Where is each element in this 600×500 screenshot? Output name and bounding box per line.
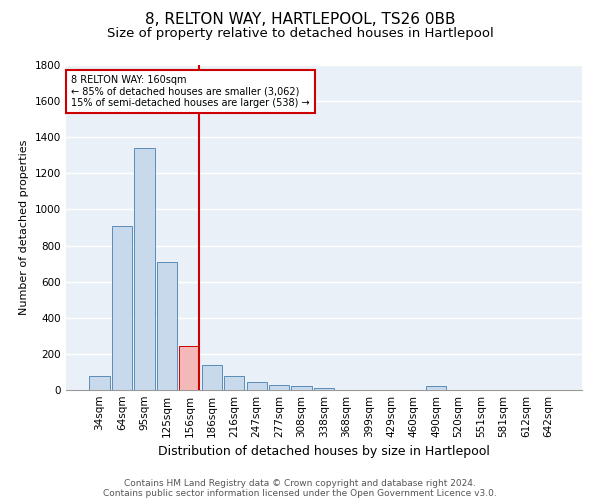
Bar (134, 148, 155, 390)
Bar (247, 382, 267, 390)
Text: 8 RELTON WAY: 160sqm
← 85% of detached houses are smaller (3,062)
15% of semi-de: 8 RELTON WAY: 160sqm ← 85% of detached h… (71, 74, 310, 108)
Text: Contains public sector information licensed under the Open Government Licence v3: Contains public sector information licen… (103, 488, 497, 498)
Bar (89, 376, 110, 390)
Bar (157, 262, 177, 390)
Text: Size of property relative to detached houses in Hartlepool: Size of property relative to detached ho… (107, 28, 493, 40)
Bar (112, 226, 132, 390)
Bar (224, 376, 244, 390)
Bar (179, 346, 199, 390)
Text: 8, RELTON WAY, HARTLEPOOL, TS26 0BB: 8, RELTON WAY, HARTLEPOOL, TS26 0BB (145, 12, 455, 28)
Bar (314, 388, 334, 390)
Bar (426, 386, 446, 390)
Bar (292, 386, 311, 390)
Bar (269, 386, 289, 390)
Text: Contains HM Land Registry data © Crown copyright and database right 2024.: Contains HM Land Registry data © Crown c… (124, 478, 476, 488)
Bar (202, 364, 222, 390)
X-axis label: Distribution of detached houses by size in Hartlepool: Distribution of detached houses by size … (158, 446, 490, 458)
Y-axis label: Number of detached properties: Number of detached properties (19, 140, 29, 315)
